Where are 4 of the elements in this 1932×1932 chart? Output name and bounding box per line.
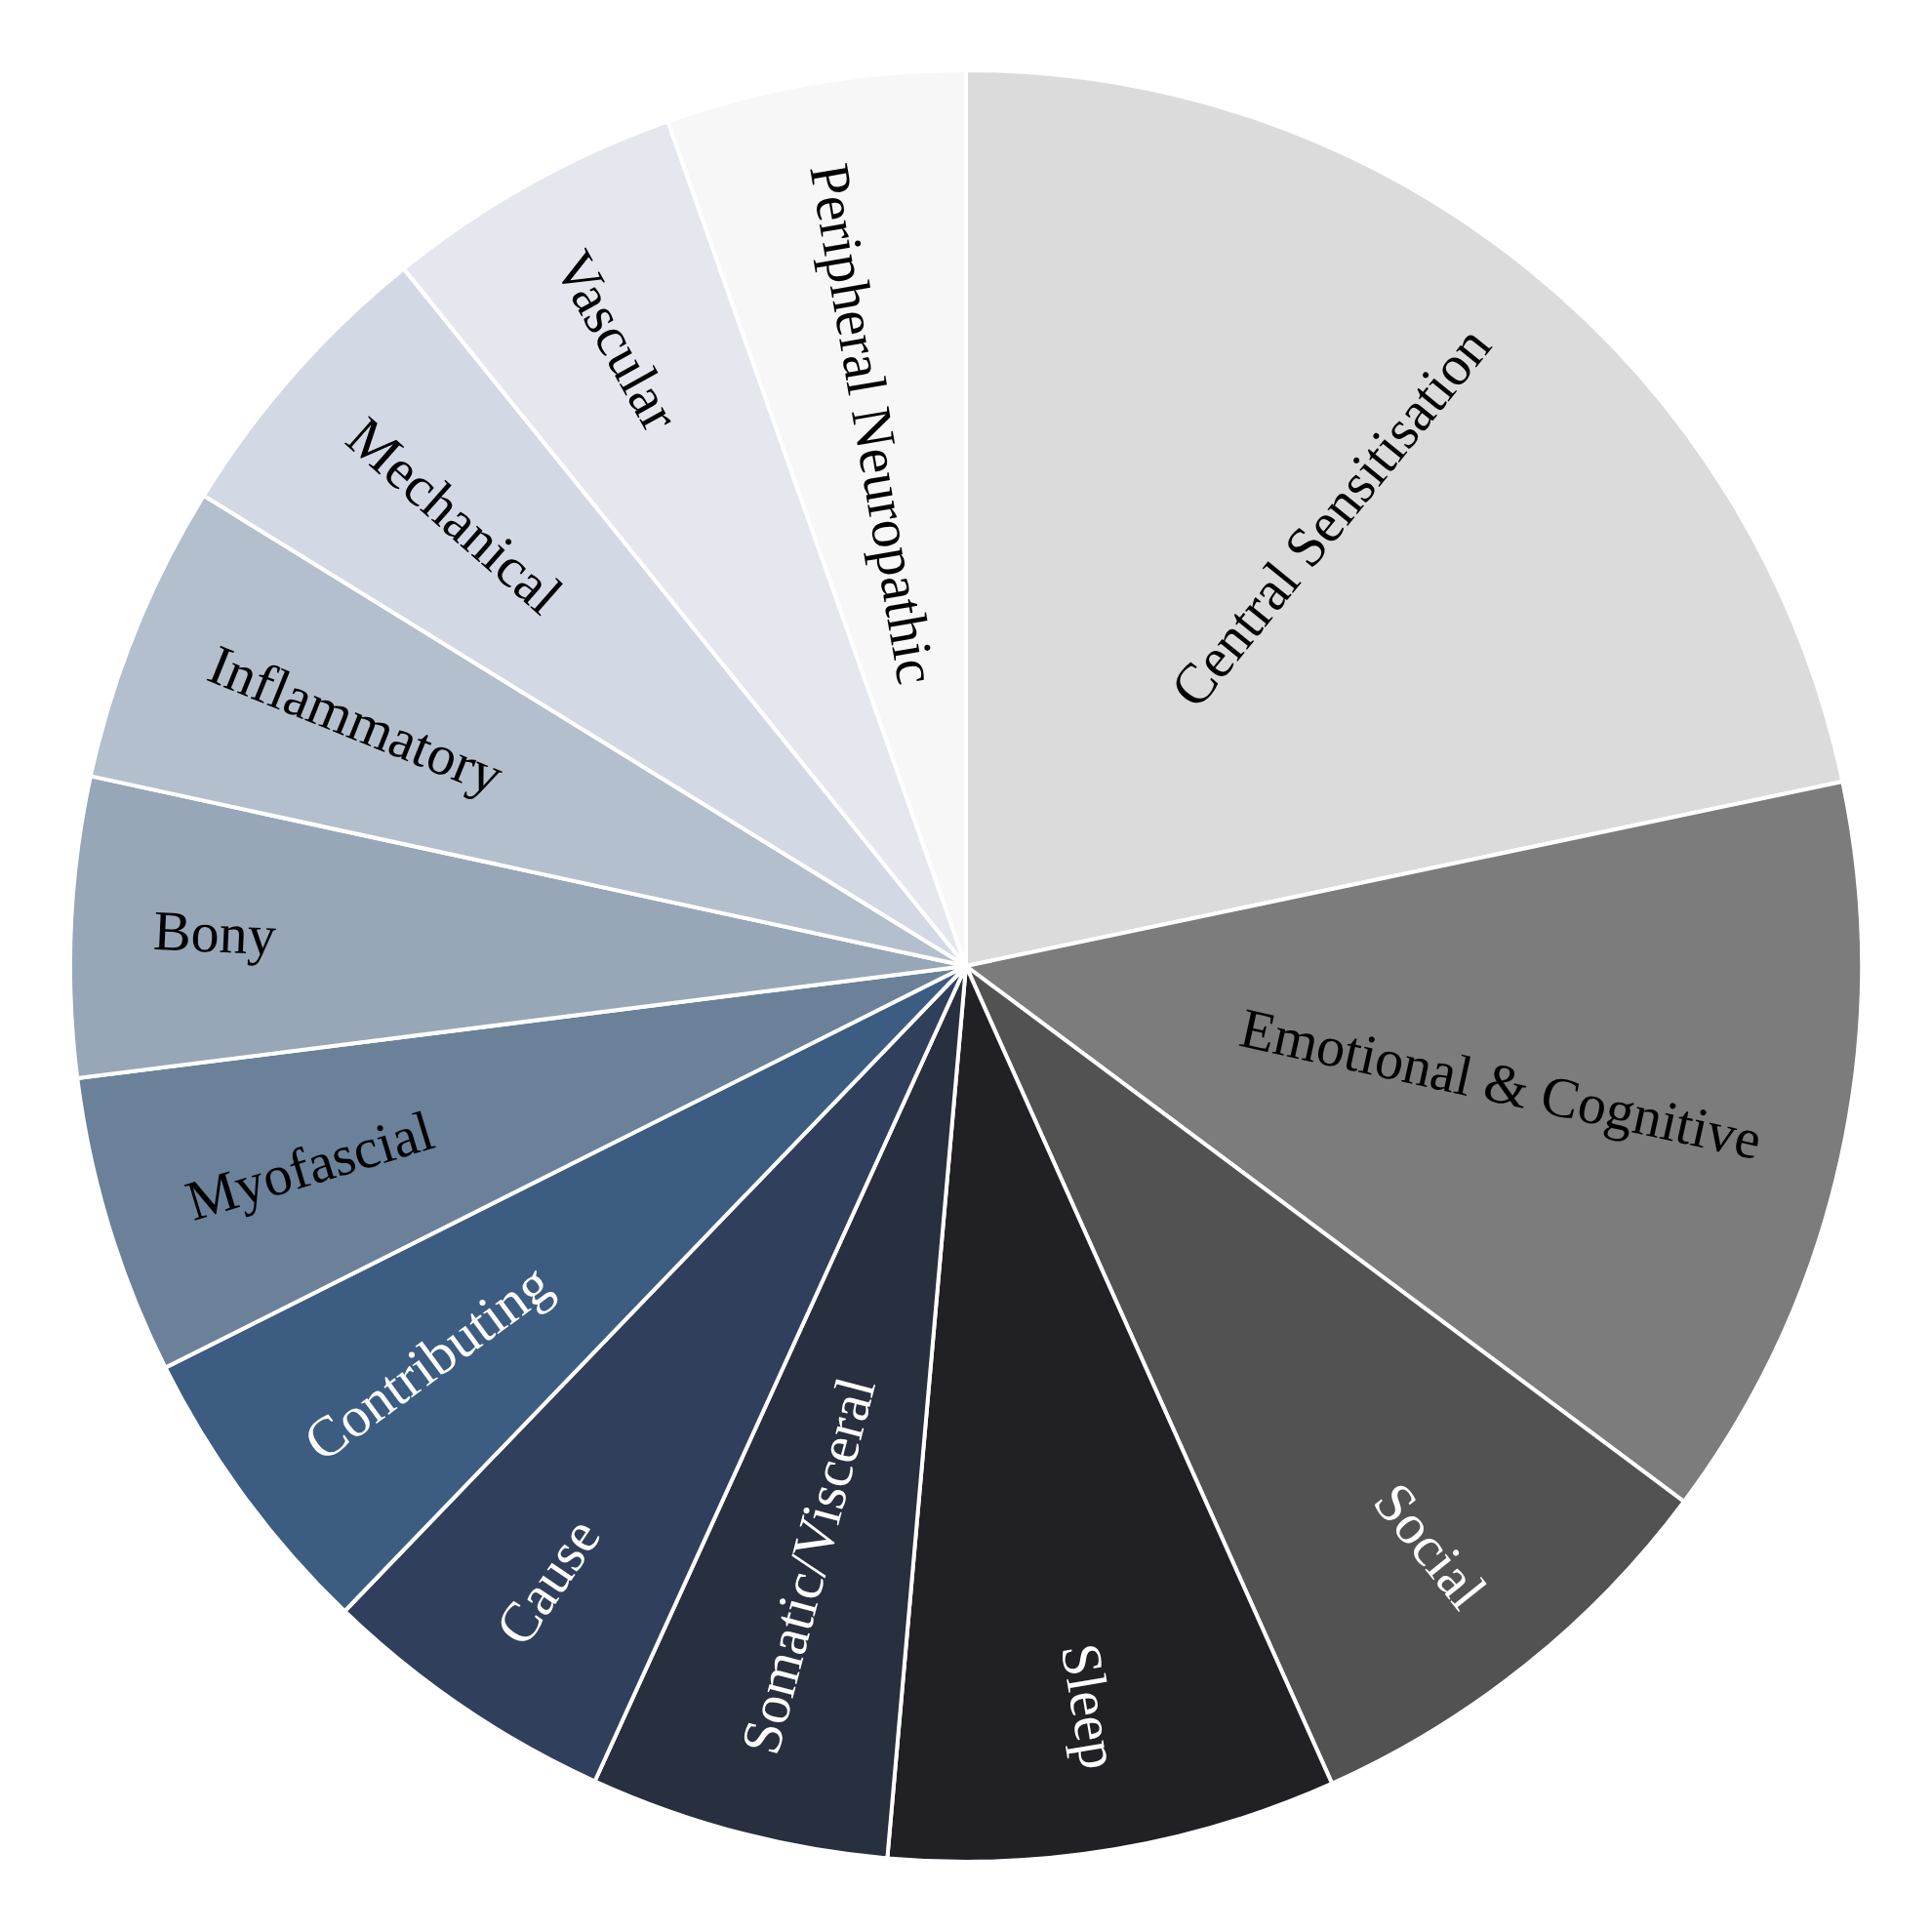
slice-label: Sleep — [1048, 1638, 1133, 1774]
slice-label: Peripheral Neuropathic — [797, 158, 949, 689]
slice-label: Bony — [151, 898, 278, 968]
slice-label: Emotional & Cognitive — [1234, 995, 1768, 1173]
